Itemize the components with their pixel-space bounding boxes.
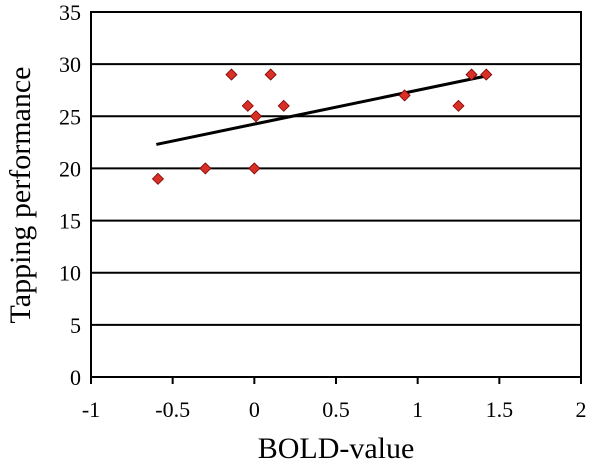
data-point-5 bbox=[241, 99, 254, 112]
data-point-9 bbox=[452, 99, 465, 112]
x-axis-tick-labels: -1 -0.5 0 0.5 1 1.5 2 bbox=[82, 397, 587, 422]
x-tick-label: 1.5 bbox=[486, 397, 514, 422]
gridlines bbox=[91, 63, 581, 326]
y-axis-tick-labels: 0 5 10 15 20 25 30 35 bbox=[59, 0, 81, 390]
data-point-2 bbox=[248, 162, 261, 175]
x-tick-label: 1 bbox=[412, 397, 423, 422]
y-tick-label: 10 bbox=[59, 261, 81, 286]
data-point-0 bbox=[151, 172, 165, 185]
trend-line bbox=[156, 74, 489, 146]
data-point-3 bbox=[225, 68, 238, 81]
x-axis-tick-marks bbox=[90, 377, 582, 384]
data-point-4 bbox=[264, 68, 277, 81]
x-tick-label: 0 bbox=[249, 397, 260, 422]
data-point-7 bbox=[249, 110, 263, 123]
data-point-8 bbox=[398, 89, 411, 102]
y-tick-label: 30 bbox=[59, 52, 81, 77]
y-tick-label: 25 bbox=[59, 104, 81, 129]
data-points bbox=[151, 68, 493, 185]
data-point-10 bbox=[465, 68, 478, 81]
x-axis-title: BOLD-value bbox=[258, 432, 415, 465]
data-point-11 bbox=[480, 68, 493, 81]
y-tick-label: 0 bbox=[70, 365, 81, 390]
y-axis-title: Tapping performance bbox=[4, 67, 37, 324]
y-tick-label: 15 bbox=[59, 209, 81, 234]
x-tick-label: 0.5 bbox=[322, 397, 350, 422]
y-tick-label: 35 bbox=[59, 0, 81, 25]
y-tick-label: 20 bbox=[59, 156, 81, 181]
x-tick-label: -1 bbox=[82, 397, 100, 422]
data-point-1 bbox=[199, 162, 212, 175]
data-point-6 bbox=[277, 99, 290, 112]
y-tick-label: 5 bbox=[70, 313, 81, 338]
x-tick-label: 2 bbox=[576, 397, 587, 422]
plot-area-frame bbox=[90, 11, 582, 378]
x-tick-label: -0.5 bbox=[155, 397, 190, 422]
